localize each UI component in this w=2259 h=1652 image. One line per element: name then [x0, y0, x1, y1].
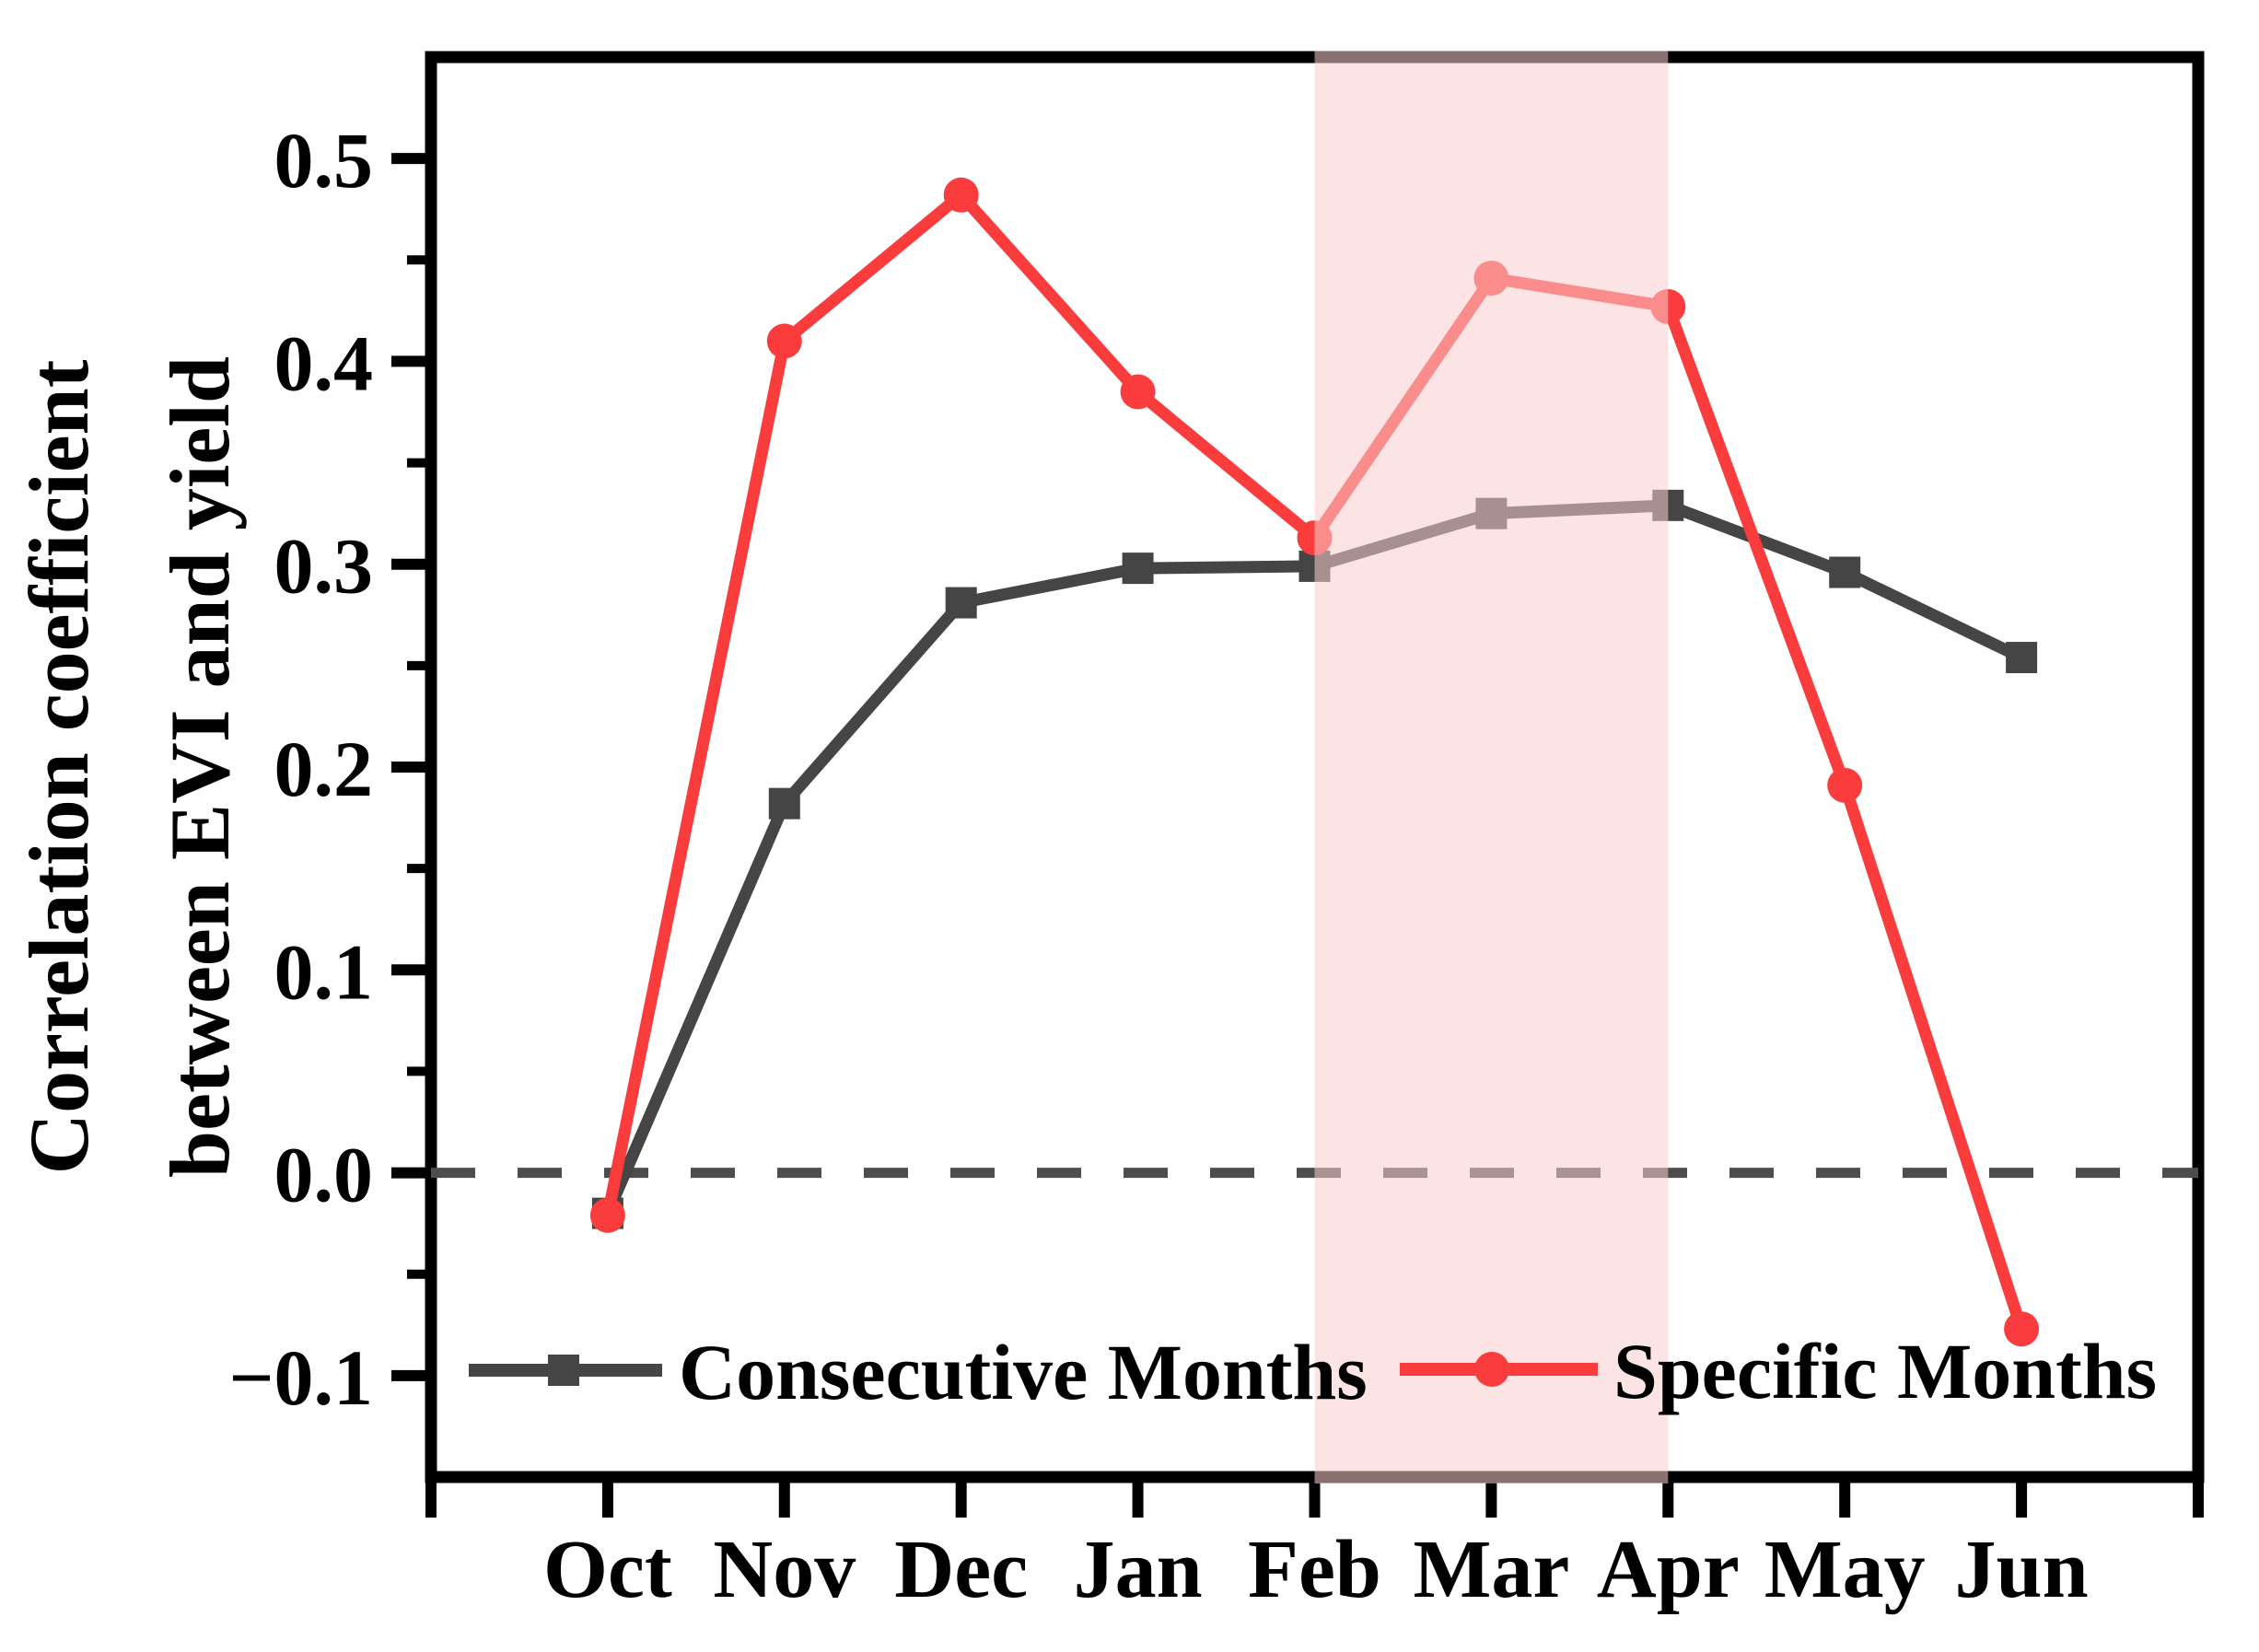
x-tick-label: May — [1764, 1524, 1926, 1615]
data-point-circle — [1120, 374, 1156, 410]
legend-label-specific: Specific Months — [1613, 1327, 2157, 1415]
data-point-circle — [2004, 1311, 2040, 1347]
y-tick-label: 0.2 — [274, 725, 374, 813]
data-point-square — [1122, 553, 1154, 585]
x-tick-label: Apr — [1597, 1524, 1740, 1615]
data-point-circle — [766, 323, 802, 359]
x-tick-label: Oct — [543, 1524, 672, 1615]
x-tick-label: Dec — [894, 1524, 1028, 1615]
data-point-square — [2006, 642, 2038, 674]
legend: Consecutive Months Specific Months — [469, 1327, 2157, 1416]
y-tick-label: −0.1 — [228, 1333, 373, 1422]
y-tick-label: 0.3 — [274, 522, 374, 611]
y-tick-label: 0.5 — [274, 116, 374, 204]
y-tick-label: 0.0 — [274, 1131, 374, 1219]
x-tick-label: Feb — [1248, 1524, 1381, 1615]
y-tick-label: 0.1 — [274, 927, 374, 1016]
legend-square-marker — [548, 1355, 579, 1386]
data-point-circle — [589, 1197, 625, 1233]
y-axis-title: Correlation coefficient between EVI and … — [12, 356, 247, 1178]
x-tick-label: Jun — [1955, 1524, 2089, 1615]
x-tick-label: Nov — [713, 1524, 856, 1615]
highlight-band — [1314, 51, 1669, 1483]
data-point-square — [1829, 556, 1861, 588]
y-tick-label: 0.4 — [274, 319, 374, 407]
legend-label-consecutive: Consecutive Months — [679, 1328, 1368, 1416]
data-point-circle — [1827, 767, 1863, 803]
legend-item-specific: Specific Months — [1400, 1327, 2157, 1415]
legend-circle-marker — [1474, 1352, 1509, 1387]
x-tick-label: Mar — [1413, 1524, 1569, 1615]
axes-layer: Oct Nov Dec Jan Feb Mar Apr May Jun 0.5 0.4 0.3 0.2 0… — [228, 51, 2205, 1615]
highlight-band-layer — [1314, 51, 1669, 1483]
data-point-square — [768, 787, 800, 820]
legend-item-consecutive: Consecutive Months — [469, 1328, 1368, 1416]
x-tick-label: Jan — [1074, 1524, 1203, 1615]
y-axis-title-line-1: Correlation coefficient — [12, 359, 106, 1174]
data-point-square — [945, 587, 977, 619]
y-axis-title-line-2: between EVI and yield — [153, 356, 247, 1178]
data-point-circle — [943, 177, 979, 213]
